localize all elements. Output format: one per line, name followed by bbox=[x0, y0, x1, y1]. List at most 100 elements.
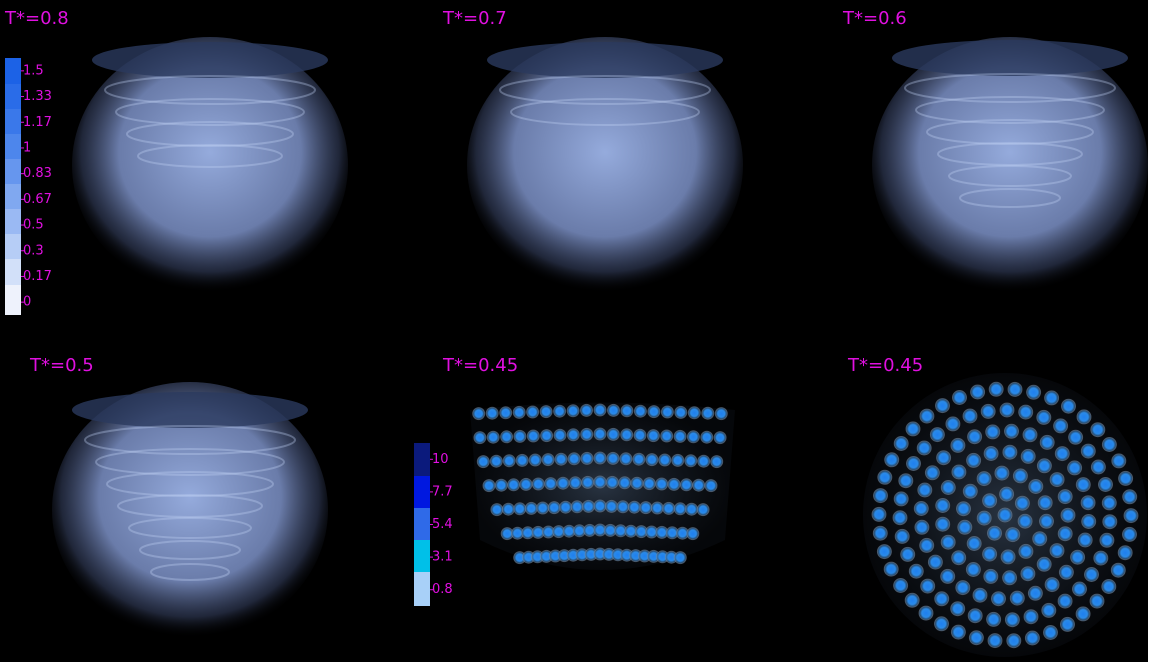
bead bbox=[983, 446, 999, 461]
colorbar-segment bbox=[414, 476, 430, 508]
bead bbox=[920, 578, 936, 594]
bead bbox=[685, 502, 699, 516]
colorbar-tick-label: 0.8 bbox=[432, 582, 453, 597]
bead bbox=[898, 473, 914, 489]
cup-render bbox=[467, 37, 743, 293]
cup-layer bbox=[150, 563, 230, 581]
bead bbox=[1122, 526, 1137, 542]
bead bbox=[883, 561, 899, 577]
bead bbox=[582, 499, 595, 513]
bead bbox=[539, 405, 553, 419]
bead bbox=[556, 476, 570, 490]
bead bbox=[1004, 423, 1019, 439]
bead bbox=[580, 451, 594, 465]
bead bbox=[633, 428, 647, 442]
bead bbox=[531, 477, 545, 491]
colorbar-tick-label: 0 bbox=[23, 295, 31, 310]
colorbar-segment bbox=[5, 109, 21, 134]
colorbar-segment bbox=[414, 572, 430, 606]
bead bbox=[1060, 507, 1076, 523]
bead bbox=[906, 456, 921, 471]
bead bbox=[696, 503, 710, 517]
bead bbox=[1049, 472, 1065, 488]
bead bbox=[905, 421, 921, 437]
bead bbox=[1039, 513, 1054, 529]
bead bbox=[1049, 543, 1065, 559]
bead bbox=[620, 404, 634, 418]
edge-strip bbox=[1148, 0, 1154, 662]
bead bbox=[1067, 460, 1083, 476]
bead bbox=[919, 408, 935, 424]
bead bbox=[473, 431, 487, 445]
colorbar-segment bbox=[5, 58, 21, 84]
cup-rim bbox=[487, 42, 723, 78]
bead bbox=[605, 499, 618, 513]
bead bbox=[1110, 562, 1126, 578]
bead bbox=[968, 630, 984, 646]
bead bbox=[499, 406, 513, 420]
bead bbox=[951, 550, 967, 566]
bead bbox=[547, 501, 561, 515]
bead bbox=[593, 451, 607, 465]
colorbar-tick-label: 0.67 bbox=[23, 192, 52, 207]
bead bbox=[472, 407, 486, 421]
panel-label: T*=0.45 bbox=[847, 355, 923, 376]
bead bbox=[962, 483, 978, 499]
bead bbox=[927, 554, 943, 570]
cup-rim bbox=[72, 392, 308, 428]
bead bbox=[873, 488, 888, 504]
bead bbox=[1076, 409, 1092, 425]
bead bbox=[639, 501, 653, 515]
renders bbox=[52, 37, 1148, 657]
cup-layer bbox=[904, 73, 1116, 103]
bead bbox=[1080, 443, 1096, 459]
bead bbox=[580, 403, 593, 417]
bead bbox=[1081, 514, 1097, 529]
bead bbox=[1000, 549, 1016, 565]
bead bbox=[662, 501, 676, 515]
bead bbox=[1099, 532, 1115, 548]
bead bbox=[593, 475, 607, 489]
bead bbox=[540, 429, 554, 443]
colorbar-segment bbox=[414, 443, 430, 476]
bead bbox=[607, 403, 620, 417]
colorbar-tick-label: 1.17 bbox=[23, 115, 52, 130]
bead bbox=[1044, 390, 1060, 406]
bead bbox=[490, 503, 504, 517]
bead bbox=[892, 510, 908, 526]
colorbar-tick-label: 5.4 bbox=[432, 517, 453, 532]
bead bbox=[1018, 404, 1034, 420]
cup-layer bbox=[126, 121, 294, 147]
bead bbox=[686, 430, 700, 444]
bead bbox=[1101, 437, 1117, 452]
bead bbox=[1101, 495, 1117, 511]
bead bbox=[513, 502, 527, 516]
bead bbox=[627, 500, 641, 514]
bead bbox=[671, 453, 685, 467]
bead bbox=[908, 563, 924, 579]
bead bbox=[1098, 477, 1113, 492]
colorbar-tick-label: 0.3 bbox=[23, 243, 44, 258]
bead bbox=[568, 476, 582, 490]
bead bbox=[606, 451, 620, 465]
bead bbox=[647, 405, 661, 419]
colorbar-ticks: 1.5 1.33 1.17 1 0.83 0.67 0.5 0.3 0.17 0 10 7.7 5.4 3… bbox=[21, 63, 453, 597]
cup-layer bbox=[128, 517, 252, 539]
bead bbox=[524, 501, 538, 515]
bead bbox=[1089, 593, 1105, 609]
bead bbox=[935, 398, 950, 414]
bead bbox=[580, 427, 594, 441]
bead bbox=[606, 427, 620, 441]
bead bbox=[940, 534, 956, 550]
bead bbox=[934, 616, 949, 632]
colorbar-segment bbox=[5, 184, 21, 209]
cup-layer bbox=[959, 188, 1061, 208]
bead bbox=[994, 465, 1010, 481]
bead bbox=[1077, 532, 1093, 548]
bead bbox=[1036, 409, 1052, 425]
bead bbox=[1039, 434, 1055, 450]
bead bbox=[642, 477, 656, 491]
colorbar-tick-label: 0.17 bbox=[23, 269, 52, 284]
